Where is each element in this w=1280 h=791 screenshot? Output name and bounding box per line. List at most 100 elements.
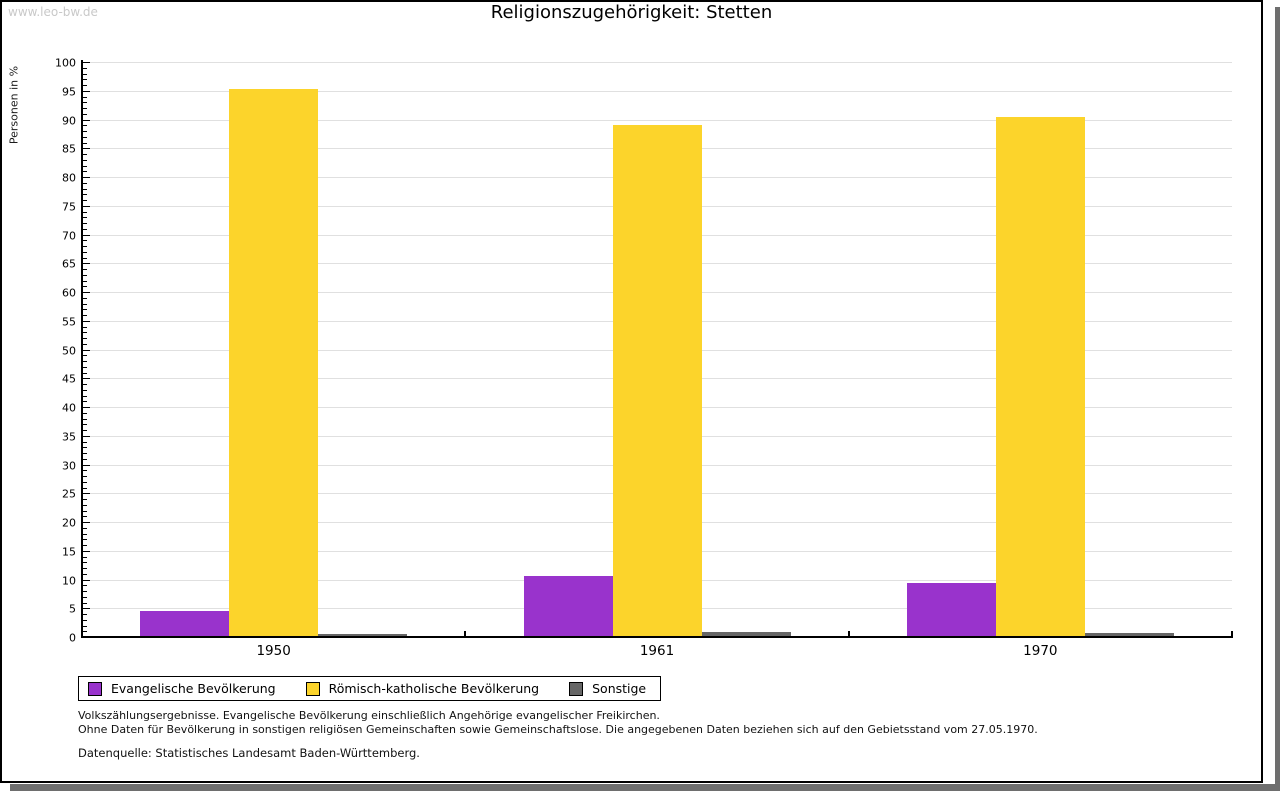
y-minor-tick [83,413,87,414]
bar-evangelisch-1961 [524,576,613,636]
y-major-tick [83,62,90,63]
y-minor-tick [83,384,87,385]
y-tick-label: 85 [62,142,76,156]
y-tick-label: 0 [69,631,76,645]
y-tick-label: 5 [69,602,76,616]
y-minor-tick [83,304,87,305]
y-major-tick [83,436,90,437]
y-minor-tick [83,79,87,80]
y-minor-tick [83,626,87,627]
y-major-tick [83,91,90,92]
y-minor-tick [83,229,87,230]
y-minor-tick [83,528,87,529]
y-minor-tick [83,516,87,517]
y-minor-tick [83,557,87,558]
y-tick-label: 35 [62,430,76,444]
plot-area: 1950 1961 1970 0 5 10 15 20 25 30 35 40 45 50 55 60 65 70… [55,56,1233,659]
y-minor-tick [83,591,87,592]
y-minor-tick [83,419,87,420]
legend-label-evangelisch: Evangelische Bevölkerung [111,681,276,696]
y-minor-tick [83,189,87,190]
x-tick-label-1950: 1950 [256,643,291,659]
footnote-line-1: Volkszählungsergebnisse. Evangelische Be… [78,709,660,722]
y-tick-label: 75 [62,200,76,214]
y-minor-tick [83,246,87,247]
y-major-tick [83,522,90,523]
y-tick-label: 40 [62,401,76,415]
y-minor-tick [83,614,87,615]
y-major-tick [83,321,90,322]
bar-sonstige-1961 [702,631,791,636]
y-minor-tick [83,574,87,575]
y-major-tick [83,292,90,293]
footnote-line-2: Ohne Daten für Bevölkerung in sonstigen … [78,723,1038,736]
y-minor-tick [83,430,87,431]
y-minor-tick [83,401,87,402]
y-major-tick [83,177,90,178]
y-minor-tick [83,108,87,109]
y-minor-tick [83,166,87,167]
gridline [83,91,1232,92]
x-tick-label-1961: 1961 [639,643,675,659]
y-minor-tick [83,424,87,425]
y-tick-label: 15 [62,545,76,559]
chart-title: Religionszugehörigkeit: Stetten [490,2,773,23]
y-minor-tick [83,476,87,477]
y-minor-tick [83,74,87,75]
bar-sonstige-1950 [318,633,407,636]
y-tick-label: 20 [62,516,76,530]
y-tick-label: 10 [62,574,76,587]
y-minor-tick [83,275,87,276]
y-tick-label: 100 [55,56,76,70]
y-minor-tick [83,603,87,604]
x-boundary-tick [1231,631,1233,636]
y-minor-tick [83,447,87,448]
y-minor-tick [83,125,87,126]
y-minor-tick [83,396,87,397]
y-minor-tick [83,154,87,155]
y-minor-tick [83,505,87,506]
x-boundary-tick [464,631,466,636]
y-major-tick [83,407,90,408]
legend-swatch-evangelisch [88,681,102,696]
gridline [83,62,1232,63]
y-minor-tick [83,85,87,86]
y-minor-tick [83,499,87,500]
y-minor-tick [83,269,87,270]
y-minor-tick [83,338,87,339]
y-minor-tick [83,568,87,569]
y-axis-line [81,60,83,638]
bar-evangelisch-1950 [140,610,229,636]
y-minor-tick [83,459,87,460]
y-tick-label: 50 [62,344,76,357]
y-minor-tick [83,355,87,356]
y-minor-tick [83,511,87,512]
frame-shadow-right [1275,7,1280,791]
y-minor-tick [83,539,87,540]
y-tick-label: 80 [62,171,76,185]
bar-sonstige-1970 [1085,633,1174,636]
y-minor-tick [83,114,87,115]
y-minor-tick [83,143,87,144]
y-minor-tick [83,171,87,172]
y-minor-tick [83,131,87,132]
y-minor-tick [83,160,87,161]
legend-swatch-sonstige [569,681,584,696]
y-minor-tick [83,585,87,586]
y-tick-label: 90 [62,114,76,127]
data-source: Datenquelle: Statistisches Landesamt Bad… [78,746,420,760]
y-minor-tick [83,240,87,241]
y-minor-tick [83,332,87,333]
y-tick-label: 70 [62,229,76,242]
y-minor-tick [83,442,87,443]
y-minor-tick [83,194,87,195]
y-minor-tick [83,367,87,368]
y-minor-tick [83,223,87,224]
y-minor-tick [83,183,87,184]
y-major-tick [83,551,90,552]
bar-katholisch-1961 [613,124,702,636]
y-minor-tick [83,453,87,454]
y-tick-label: 60 [62,286,76,300]
y-minor-tick [83,217,87,218]
gridline [83,120,1232,121]
